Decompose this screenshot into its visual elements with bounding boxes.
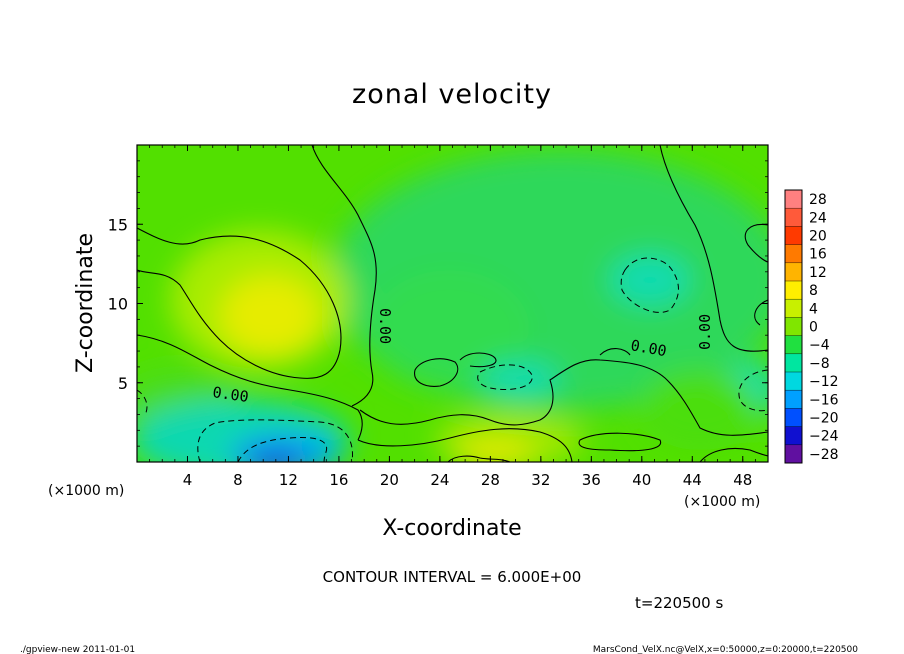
x-tick-label: 12 bbox=[279, 471, 298, 489]
y-axis: 5 10 15 bbox=[108, 160, 768, 447]
x-unit-label-right: (×1000 m) bbox=[684, 494, 760, 510]
x-tick-label: 28 bbox=[481, 471, 500, 489]
colorbar-swatch bbox=[785, 408, 802, 427]
x-unit-label-left: (×1000 m) bbox=[48, 483, 124, 499]
colorbar-swatch bbox=[785, 426, 802, 446]
colorbar: 28 24 20 16 12 8 4 0 −4 −8 −12 −16 −20 −24 −28 bbox=[784, 189, 839, 464]
contour-line-dashed bbox=[620, 257, 679, 313]
colorbar-swatch bbox=[785, 317, 802, 336]
contour-line bbox=[459, 352, 497, 368]
colorbar-swatch bbox=[785, 444, 802, 464]
colorbar-label: 28 bbox=[809, 192, 827, 208]
field-blob bbox=[245, 450, 305, 462]
contour-line bbox=[359, 359, 768, 436]
y-tick-label: 10 bbox=[108, 295, 128, 314]
contour-line bbox=[414, 358, 459, 387]
contour-line-dashed bbox=[237, 437, 328, 462]
contour-label: 0.00 bbox=[376, 308, 394, 344]
contour-labels: 0.00 0.00 0.00 0.00 bbox=[211, 308, 714, 406]
plot-area: 0.00 0.00 0.00 0.00 bbox=[137, 145, 768, 462]
footer-right: MarsCond_VelX.nc@VelX,x=0:50000,z=0:2000… bbox=[593, 645, 858, 654]
colorbar-label: 4 bbox=[809, 301, 818, 317]
colorbar-label: −8 bbox=[809, 356, 830, 372]
x-tick-label: 16 bbox=[329, 471, 348, 489]
colorbar-swatch bbox=[785, 226, 802, 245]
contour-line bbox=[578, 432, 662, 452]
colorbar-label: −24 bbox=[809, 429, 839, 445]
colorbar-label: −28 bbox=[809, 447, 839, 463]
contour-line-dashed bbox=[137, 389, 148, 416]
y-tick-label: 5 bbox=[118, 374, 128, 393]
x-tick-label: 8 bbox=[233, 471, 243, 489]
colorbar-label: 20 bbox=[809, 229, 827, 245]
field-blob bbox=[480, 362, 560, 398]
colorbar-label: 16 bbox=[809, 247, 827, 263]
colorbar-swatch bbox=[785, 390, 802, 409]
y-axis-label: Z-coordinate bbox=[73, 233, 98, 373]
x-tick-label: 4 bbox=[183, 471, 193, 489]
contours-negative bbox=[137, 257, 768, 462]
contour-line bbox=[311, 145, 377, 407]
y-tick-label: 15 bbox=[108, 215, 128, 234]
contour-line-dashed bbox=[738, 369, 768, 412]
colorbar-swatch bbox=[785, 353, 802, 373]
colorbar-swatch bbox=[785, 190, 802, 209]
colorbar-swatch bbox=[785, 281, 802, 300]
colorbar-label: −12 bbox=[809, 374, 839, 390]
x-tick-label: 40 bbox=[632, 471, 651, 489]
contour-line bbox=[447, 455, 511, 462]
field-blob bbox=[640, 370, 760, 450]
contour-line-dashed bbox=[197, 419, 354, 462]
colorbar-swatch bbox=[785, 335, 802, 355]
x-tick-label: 36 bbox=[582, 471, 601, 489]
contour-line bbox=[744, 223, 768, 263]
colorbar-swatch bbox=[785, 208, 802, 227]
colorbar-label: 8 bbox=[809, 283, 818, 299]
contour-line bbox=[137, 227, 342, 379]
field-blob bbox=[370, 270, 530, 390]
contour-label: 0.00 bbox=[211, 383, 249, 406]
footer-left: ./gpview-new 2011-01-01 bbox=[20, 645, 135, 654]
colorbar-label: −16 bbox=[809, 392, 839, 408]
x-tick-label: 24 bbox=[430, 471, 449, 489]
x-tick-label: 32 bbox=[531, 471, 550, 489]
contour-line bbox=[659, 145, 768, 352]
colorbar-swatch bbox=[785, 262, 802, 282]
contour-line bbox=[599, 348, 631, 356]
x-tick-label: 20 bbox=[380, 471, 399, 489]
contours bbox=[137, 145, 768, 462]
colorbar-label: 0 bbox=[809, 320, 818, 336]
colorbar-swatch bbox=[785, 299, 802, 318]
field-blob bbox=[610, 255, 690, 305]
contour-line bbox=[137, 334, 363, 441]
contour-line bbox=[357, 428, 573, 462]
x-axis: 4 8 12 16 20 24 28 32 36 40 44 48 bbox=[149, 145, 756, 489]
colorbar-label: −4 bbox=[809, 338, 830, 354]
contour-line bbox=[754, 299, 768, 326]
colorbar-label: 24 bbox=[809, 210, 827, 226]
contour-interval-text: CONTOUR INTERVAL = 6.000E+00 bbox=[323, 568, 582, 586]
colorbar-swatch bbox=[785, 372, 802, 391]
field-shading bbox=[137, 150, 768, 462]
x-tick-label: 44 bbox=[683, 471, 702, 489]
field-blob bbox=[220, 275, 320, 355]
colorbar-label: −20 bbox=[809, 411, 839, 427]
field-blob bbox=[455, 441, 535, 462]
x-tick-label: 48 bbox=[733, 471, 752, 489]
contour-line bbox=[699, 447, 768, 462]
contour-label: 0.00 bbox=[696, 314, 714, 350]
colorbar-swatch bbox=[785, 244, 802, 264]
colorbar-label: 12 bbox=[809, 265, 827, 281]
time-text: t=220500 s bbox=[635, 594, 723, 612]
x-axis-label: X-coordinate bbox=[382, 516, 521, 541]
chart-title: zonal velocity bbox=[352, 79, 552, 110]
contour-line-dashed bbox=[477, 364, 533, 390]
contour-label: 0.00 bbox=[629, 336, 668, 360]
